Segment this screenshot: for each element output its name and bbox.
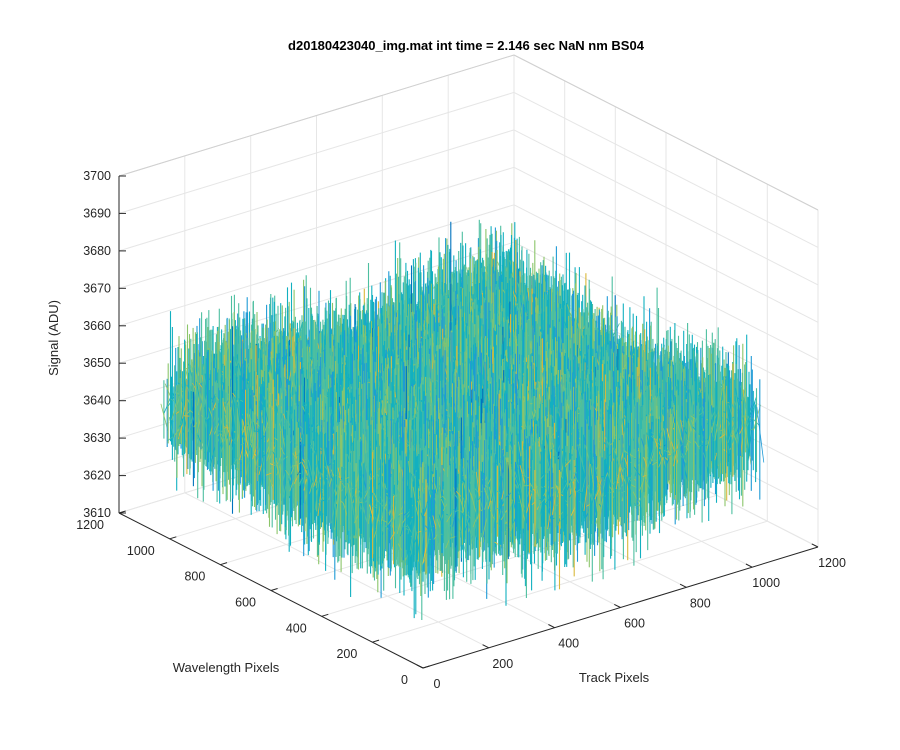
surface-stroke (301, 461, 310, 478)
wall-grid-line (118, 204, 515, 327)
wall-grid-line (513, 204, 819, 361)
surface-mesh (160, 219, 765, 620)
surface-stroke (167, 435, 175, 442)
wall-grid-line (513, 129, 819, 286)
wall-grid-line (118, 129, 515, 252)
wall-grid-line (513, 241, 819, 398)
surface-stroke (265, 472, 273, 476)
surface-stroke (249, 414, 257, 474)
wall-grid-line (513, 166, 819, 323)
surface-stroke (232, 453, 241, 466)
wall-grid-line (118, 166, 515, 289)
surface-stroke (216, 430, 224, 432)
chart-title: d20180423040_img.mat int time = 2.146 se… (288, 38, 645, 53)
wall-grid-line (118, 91, 515, 214)
box-edge (118, 54, 515, 177)
wall-grid-line (513, 91, 819, 248)
floor-grid-line (372, 520, 768, 643)
box-edge (513, 54, 819, 211)
